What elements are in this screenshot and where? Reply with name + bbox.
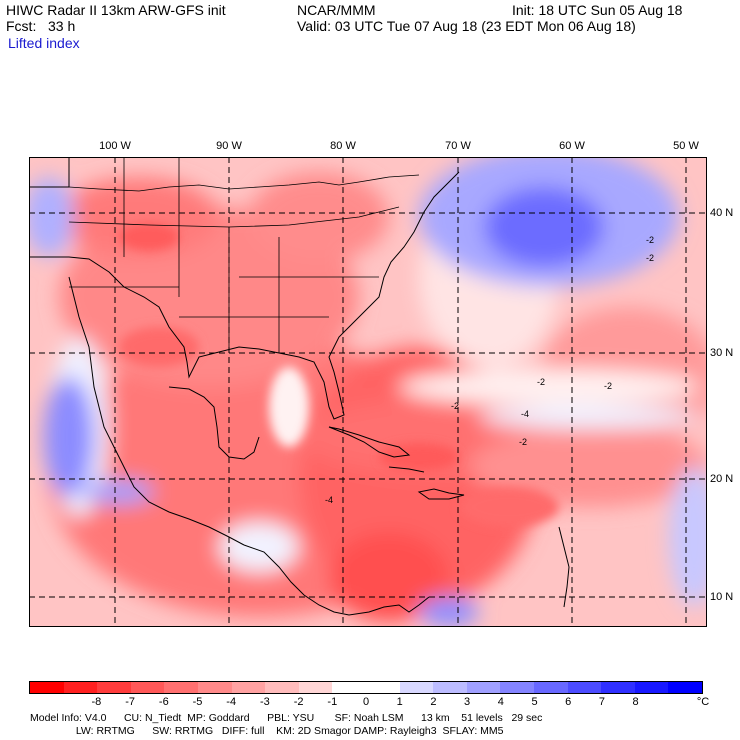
contour-label: -2 bbox=[519, 437, 527, 447]
colorbar-tick-label: 3 bbox=[464, 696, 471, 708]
colorbar-segment bbox=[164, 682, 198, 693]
colorbar-segment bbox=[433, 682, 467, 693]
colorbar-tick-label: -2 bbox=[293, 696, 304, 708]
colorbar-segment bbox=[466, 682, 501, 693]
lon-label-90w: 90 W bbox=[216, 140, 242, 152]
lat-label-40n: 40 N bbox=[710, 207, 734, 219]
colorbar-segment bbox=[197, 682, 232, 693]
org-label: NCAR/MMM bbox=[297, 2, 376, 18]
colorbar-segment bbox=[30, 682, 64, 693]
colorbar-segment bbox=[634, 682, 669, 693]
colorbar-tick-label: -1 bbox=[327, 696, 338, 708]
field-name: Lifted index bbox=[8, 35, 80, 51]
contour-label: -2 bbox=[646, 235, 654, 245]
contour-label: -4 bbox=[521, 409, 529, 419]
model-info-line2: LW: RRTMG SW: RRTMG DIFF: full KM: 2D Sm… bbox=[0, 725, 504, 737]
colorbar-segment bbox=[567, 682, 602, 693]
field-shading bbox=[29, 157, 707, 627]
colorbar-segment bbox=[601, 682, 635, 693]
colorbar-tick-label: 0 bbox=[362, 696, 370, 708]
colorbar-tick-label: -8 bbox=[91, 696, 102, 708]
colorbar-segment bbox=[265, 682, 299, 693]
colorbar-segment bbox=[399, 682, 434, 693]
contour-label: -2 bbox=[646, 253, 654, 263]
colorbar-segment bbox=[298, 682, 333, 693]
contour-label: -2 bbox=[537, 377, 545, 387]
lon-label-60w: 60 W bbox=[559, 140, 585, 152]
contour-label: -2 bbox=[451, 401, 459, 411]
colorbar-unit: °C bbox=[696, 696, 710, 708]
colorbar-segment bbox=[332, 682, 366, 693]
lifted-index-map: -2 -2 -2 -2 -2 -2 -4 -4 bbox=[29, 157, 707, 627]
colorbar-segment bbox=[668, 682, 702, 693]
map-frame bbox=[29, 157, 707, 627]
colorbar-tick-label: -7 bbox=[125, 696, 135, 708]
colorbar bbox=[29, 681, 703, 694]
lat-label-20n: 20 N bbox=[710, 473, 734, 485]
contour-label: -2 bbox=[604, 381, 612, 391]
lon-label-70w: 70 W bbox=[445, 140, 471, 152]
model-title: HIWC Radar II 13km ARW-GFS init bbox=[6, 2, 226, 18]
forecast-hour: Fcst: 33 h bbox=[6, 18, 76, 34]
colorbar-segment bbox=[231, 682, 266, 693]
colorbar-tick-label: 5 bbox=[531, 696, 538, 708]
lat-label-30n: 30 N bbox=[710, 347, 734, 359]
colorbar-segment bbox=[63, 682, 98, 693]
init-time: Init: 18 UTC Sun 05 Aug 18 bbox=[512, 2, 683, 18]
contour-label: -4 bbox=[325, 495, 333, 505]
colorbar-tick-label: 8 bbox=[632, 696, 639, 708]
colorbar-tick-label: 1 bbox=[396, 696, 403, 708]
colorbar-tick-label: -3 bbox=[260, 696, 270, 708]
colorbar-segment bbox=[533, 682, 568, 693]
colorbar-tick-label: 2 bbox=[430, 696, 437, 708]
lat-label-10n: 10 N bbox=[710, 591, 734, 603]
colorbar-tick-label: -5 bbox=[192, 696, 203, 708]
lon-label-100w: 100 W bbox=[99, 140, 131, 152]
colorbar-tick-label: -4 bbox=[226, 696, 237, 708]
model-info-line1: Model Info: V4.0 CU: N_Tiedt MP: Goddard… bbox=[30, 712, 543, 724]
field-detail bbox=[119, 223, 559, 527]
colorbar-tick-label: 6 bbox=[565, 696, 572, 708]
colorbar-segment bbox=[365, 682, 400, 693]
colorbar-tick-label: -6 bbox=[158, 696, 169, 708]
lon-label-80w: 80 W bbox=[330, 140, 356, 152]
colorbar-segment bbox=[130, 682, 165, 693]
valid-time: Valid: 03 UTC Tue 07 Aug 18 (23 EDT Mon … bbox=[297, 18, 636, 34]
colorbar-segment bbox=[500, 682, 534, 693]
latlon-grid bbox=[29, 157, 707, 627]
colorbar-tick-label: 4 bbox=[497, 696, 504, 708]
colorbar-segment bbox=[97, 682, 131, 693]
lon-label-50w: 50 W bbox=[673, 140, 699, 152]
colorbar-tick-label: 7 bbox=[598, 696, 605, 708]
